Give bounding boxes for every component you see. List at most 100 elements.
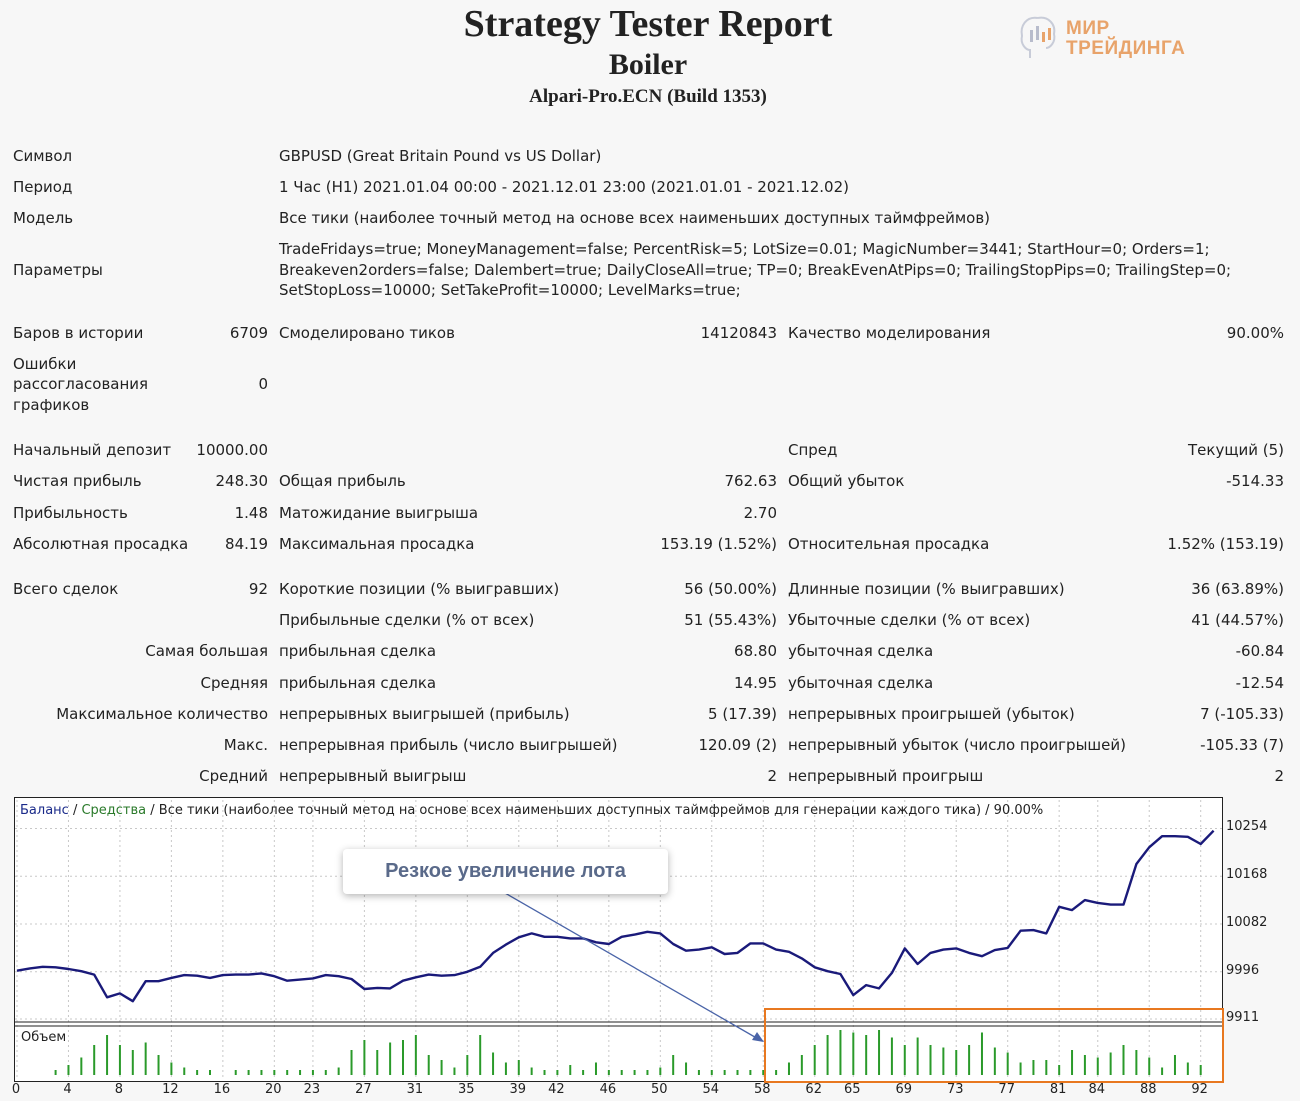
volume-label: Объем: [21, 1030, 67, 1045]
avg-cons-losses-value: 2: [1274, 767, 1284, 785]
max-drawdown-value: 153.19 (1.52%): [660, 535, 777, 553]
x-tick-label: 46: [599, 1082, 617, 1097]
x-tick-label: 62: [805, 1082, 822, 1097]
x-tick-label: 39: [509, 1082, 527, 1097]
avg-win-label: прибыльная сделка: [279, 674, 437, 692]
symbol-label: Символ: [13, 147, 73, 165]
avg-loss-value: -12.54: [1235, 674, 1284, 692]
profit-trades-label: Прибыльные сделки (% от всех): [279, 611, 535, 629]
y-tick-label: 9996: [1226, 962, 1260, 978]
largest-win-value: 68.80: [734, 642, 777, 660]
avg-cons-label: Средний: [199, 767, 268, 785]
max-cons-lossamt-label: непрерывный убыток (число проигрышей): [788, 736, 1126, 754]
legend-equity: Средства: [81, 803, 147, 818]
spread-label: Спред: [788, 441, 838, 459]
max-cons-wins-value: 5 (17.39): [708, 705, 777, 723]
ticks-value: 14120843: [700, 324, 777, 342]
x-tick-label: 50: [651, 1082, 668, 1097]
short-positions-label: Короткие позиции (% выигравших): [279, 580, 560, 598]
x-tick-label: 12: [162, 1082, 179, 1097]
annotation-callout: Резкое увеличение лота: [343, 849, 668, 894]
avg-loss-label: убыточная сделка: [788, 674, 934, 692]
x-tick-label: 42: [548, 1082, 565, 1097]
max-cons-profit-label: непрерывная прибыль (число выигрышей): [279, 736, 618, 754]
long-positions-value: 36 (63.89%): [1191, 580, 1284, 598]
avg-cons-losses-label: непрерывный проигрыш: [788, 767, 984, 785]
avg-win-value: 14.95: [734, 674, 777, 692]
legend-description: / Все тики (наиболее точный метод на осн…: [146, 803, 1044, 818]
x-tick-label: 54: [702, 1082, 720, 1097]
profit-factor-label: Прибыльность: [13, 504, 128, 522]
server-build: Alpari-Pro.ECN (Build 1353): [529, 86, 767, 107]
x-tick-label: 20: [265, 1082, 282, 1097]
report-title: Strategy Tester Report: [463, 3, 833, 45]
largest-loss-label: убыточная сделка: [788, 642, 934, 660]
logo-text-line1: МИР: [1066, 18, 1110, 39]
x-tick-label: 81: [1049, 1082, 1067, 1097]
period-value: 1 Час (H1) 2021.01.04 00:00 - 2021.12.01…: [279, 178, 849, 196]
x-tick-label: 23: [303, 1082, 321, 1097]
errors-label-2: рассогласования: [13, 375, 149, 393]
max-cons-losses-label: непрерывных проигрышей (убыток): [788, 705, 1075, 723]
avg-cons-wins-value: 2: [767, 767, 777, 785]
max-cons-wins-label: непрерывных выигрышей (прибыль): [279, 705, 570, 723]
profit-factor-value: 1.48: [234, 504, 268, 522]
x-tick-label: 77: [998, 1082, 1015, 1097]
y-tick-label: 10082: [1226, 915, 1268, 930]
quality-value: 90.00%: [1226, 324, 1284, 342]
ticks-label: Смоделировано тиков: [279, 324, 455, 342]
logo-text-line2: ТРЕЙДИНГА: [1066, 38, 1186, 59]
x-tick-label: 73: [946, 1082, 964, 1097]
gross-loss-value: -514.33: [1226, 472, 1284, 490]
x-tick-label: 16: [213, 1082, 231, 1097]
x-tick-label: 4: [63, 1082, 72, 1097]
avg-cons-wins-label: непрерывный выигрыш: [279, 767, 467, 785]
rel-drawdown-label: Относительная просадка: [788, 535, 990, 553]
x-tick-label: 88: [1139, 1082, 1157, 1097]
model-value: Все тики (наиболее точный метод на основ…: [279, 209, 991, 227]
errors-value: 0: [258, 375, 268, 393]
brand-logo: МИР ТРЕЙДИНГА: [1016, 12, 1196, 62]
max-cons-lossamt-value: -105.33 (7): [1200, 736, 1284, 754]
rel-drawdown-value: 1.52% (153.19): [1167, 535, 1284, 553]
loss-trades-value: 41 (44.57%): [1191, 611, 1284, 629]
period-label: Период: [13, 178, 73, 196]
average-label: Средняя: [200, 674, 268, 692]
y-tick-label: 10168: [1226, 867, 1268, 883]
symbol-value: GBPUSD (Great Britain Pound vs US Dollar…: [279, 147, 602, 165]
net-profit-value: 248.30: [215, 472, 269, 490]
x-tick-label: 92: [1191, 1082, 1208, 1097]
long-positions-label: Длинные позиции (% выигравших): [788, 580, 1065, 598]
gross-profit-value: 762.63: [724, 472, 778, 490]
net-profit-label: Чистая прибыль: [13, 472, 142, 490]
x-tick-label: 84: [1088, 1082, 1106, 1097]
strategy-name: Boiler: [608, 48, 688, 81]
x-tick-label: 35: [458, 1082, 475, 1097]
params-label: Параметры: [13, 261, 103, 279]
x-tick-label: 31: [406, 1082, 424, 1097]
gross-loss-label: Общий убыток: [788, 472, 905, 490]
legend-balance: Баланс: [20, 803, 69, 818]
largest-win-label: прибыльная сделка: [279, 642, 437, 660]
total-trades-value: 92: [248, 580, 268, 598]
errors-label-3: графиков: [13, 396, 90, 414]
deposit-value: 10000.00: [196, 441, 268, 459]
y-tick-label: 9911: [1226, 1010, 1260, 1025]
x-tick-label: 0: [11, 1082, 21, 1097]
x-tick-label: 58: [753, 1082, 771, 1097]
expected-payoff-label: Матожидание выигрыша: [279, 504, 479, 522]
profit-trades-value: 51 (55.43%): [684, 611, 777, 629]
gross-profit-label: Общая прибыль: [279, 472, 406, 490]
loss-trades-label: Убыточные сделки (% от всех): [788, 611, 1031, 629]
bars-value: 6709: [229, 324, 268, 342]
y-tick-label: 10254: [1226, 819, 1268, 835]
largest-label: Самая большая: [145, 642, 268, 660]
model-label: Модель: [13, 209, 74, 227]
bars-label: Баров в истории: [13, 324, 144, 342]
short-positions-value: 56 (50.00%): [684, 580, 777, 598]
expected-payoff-value: 2.70: [743, 504, 777, 522]
x-tick-label: 8: [114, 1082, 124, 1097]
abs-drawdown-value: 84.19: [225, 535, 268, 553]
params-value: TradeFridays=true; MoneyManagement=false…: [279, 240, 1232, 299]
total-trades-label: Всего сделок: [13, 580, 119, 598]
